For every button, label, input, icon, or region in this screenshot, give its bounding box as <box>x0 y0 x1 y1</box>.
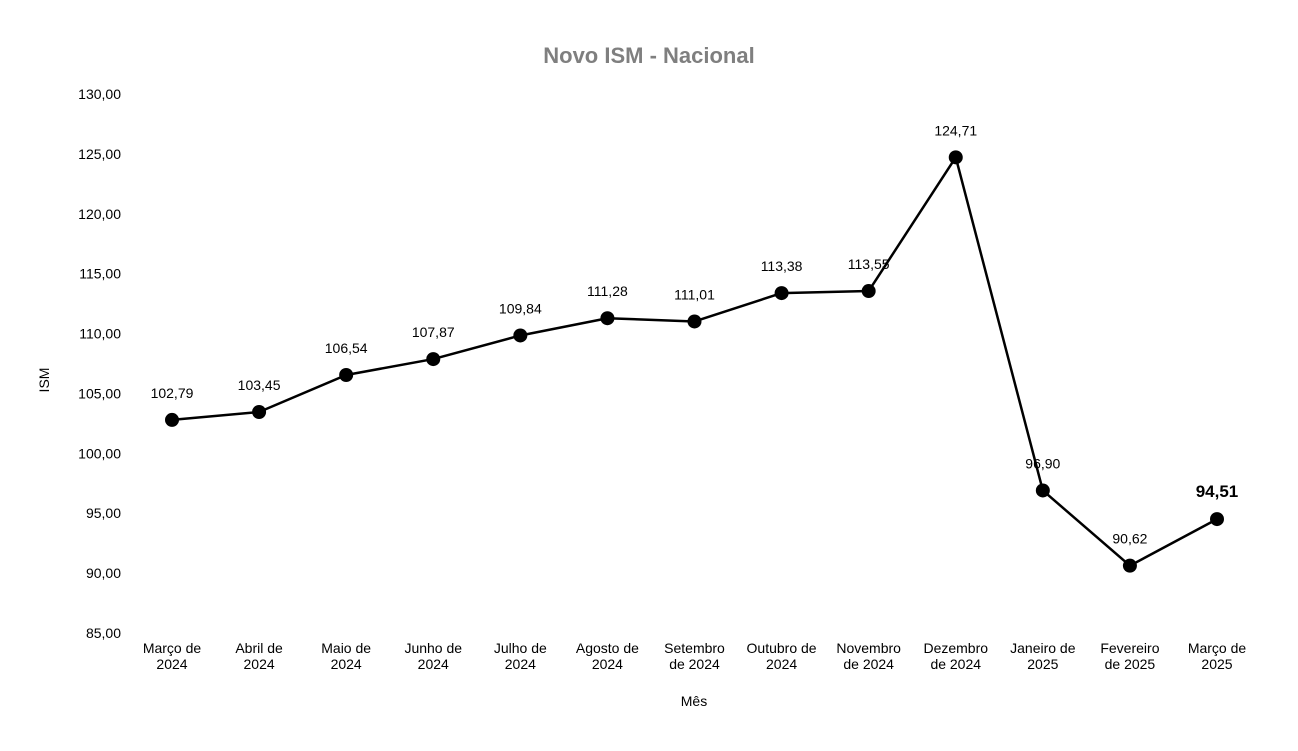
data-label: 103,45 <box>238 377 281 393</box>
y-tick-label: 85,00 <box>86 625 121 641</box>
x-tick-label: Dezembro de 2024 <box>923 640 988 672</box>
x-tick-label: Abril de 2024 <box>235 640 283 672</box>
data-point <box>1035 483 1050 498</box>
data-label: 106,54 <box>325 340 368 356</box>
y-tick-label: 100,00 <box>78 445 121 461</box>
x-tick-label: Junho de 2024 <box>404 640 462 672</box>
data-point <box>513 328 528 343</box>
data-label: 102,79 <box>151 385 194 401</box>
data-point <box>426 352 441 367</box>
y-tick-label: 125,00 <box>78 146 121 162</box>
x-tick-label: Março de 2024 <box>143 640 202 672</box>
x-tick-label: Fevereiro de 2025 <box>1100 640 1159 672</box>
chart-title: Novo ISM - Nacional <box>543 43 754 68</box>
x-tick-label: Março de 2025 <box>1188 640 1247 672</box>
data-label: 124,71 <box>934 122 977 138</box>
data-point <box>339 367 354 382</box>
x-tick-label: Novembro de 2024 <box>836 640 901 672</box>
data-point <box>165 412 179 427</box>
data-point <box>861 284 876 299</box>
data-label: 107,87 <box>412 324 455 340</box>
data-point <box>1122 558 1137 573</box>
series-layer <box>165 150 1224 573</box>
y-tick-label: 130,00 <box>78 86 121 102</box>
data-label: 90,62 <box>1112 531 1147 547</box>
y-tick-label: 95,00 <box>86 505 121 521</box>
x-tick-label: Setembro de 2024 <box>664 640 725 672</box>
y-axis-label: ISM <box>36 368 52 393</box>
data-label: 111,01 <box>674 286 715 302</box>
x-tick-label: Agosto de 2024 <box>576 640 639 672</box>
data-label: 109,84 <box>499 300 542 316</box>
data-label: 94,51 <box>1196 482 1239 501</box>
data-point <box>252 405 267 420</box>
y-tick-label: 120,00 <box>78 206 121 222</box>
y-tick-label: 115,00 <box>79 266 121 282</box>
data-point <box>687 314 702 329</box>
data-labels-layer: 102,79 103,45 106,54 107,87 109,84 111,28 111,… <box>151 122 1239 546</box>
y-tick-label: 105,00 <box>78 385 121 401</box>
x-axis-ticks: Março de 2024 Abril de 2024 Maio de 2024 Junho… <box>143 640 1247 672</box>
y-axis-ticks: 85,00 90,00 95,00 100,00 105,00 110,00 115,00 1… <box>78 86 121 641</box>
x-axis-label: Mês <box>681 693 707 709</box>
data-label: 111,28 <box>587 283 628 299</box>
x-tick-label: Julho de 2024 <box>494 640 547 672</box>
data-label: 96,90 <box>1025 455 1060 471</box>
data-point <box>774 286 789 301</box>
data-label: 113,38 <box>761 258 803 274</box>
data-label: 113,55 <box>848 256 890 272</box>
x-tick-label: Maio de 2024 <box>321 640 371 672</box>
series-line <box>171 156 1218 567</box>
x-tick-label: Outubro de 2024 <box>747 640 817 672</box>
data-point <box>600 311 615 326</box>
data-point <box>1210 512 1224 527</box>
x-tick-label: Janeiro de 2025 <box>1010 640 1076 672</box>
y-tick-label: 110,00 <box>79 326 121 342</box>
data-point <box>948 150 963 165</box>
y-tick-label: 90,00 <box>86 565 121 581</box>
